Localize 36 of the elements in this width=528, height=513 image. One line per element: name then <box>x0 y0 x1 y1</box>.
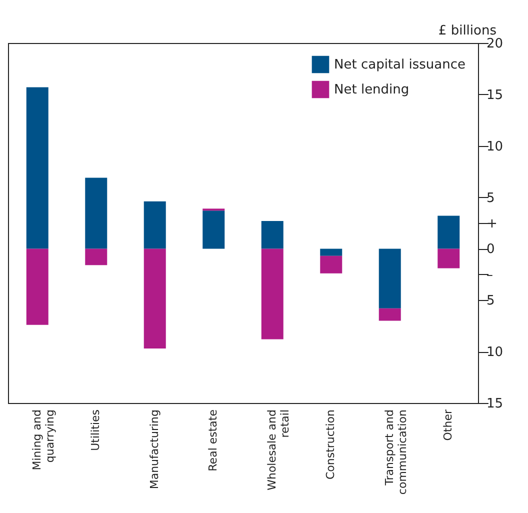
x-tick-label: Real estate <box>206 409 220 472</box>
x-tick-label: Construction <box>324 409 338 480</box>
bar <box>144 201 166 249</box>
y-axis-title: £ billions <box>438 24 497 38</box>
y-tick-label: 10 <box>486 345 504 360</box>
bar <box>378 248 401 308</box>
y-tick-label: 5 <box>486 190 495 206</box>
y-tick-label: 15 <box>486 396 504 412</box>
bar <box>202 210 225 249</box>
bar <box>261 220 284 249</box>
bar <box>320 256 342 274</box>
y-tick-label: 5 <box>486 294 495 309</box>
y-tick-label: 20 <box>486 36 504 52</box>
y-tick-label: – <box>486 268 493 283</box>
bar <box>320 248 342 256</box>
x-tick-label: Transport and communication <box>382 409 409 495</box>
bar <box>26 248 48 325</box>
y-tick-label: 15 <box>486 88 504 103</box>
x-tick-label: Utilities <box>89 409 102 451</box>
y-tick-label: + <box>486 216 498 232</box>
legend-label: Net capital issuance <box>334 58 466 72</box>
x-tick-label: Other <box>442 409 455 441</box>
bar <box>438 216 460 249</box>
y-tick-label: 0 <box>486 242 495 258</box>
x-tick-label: Manufacturing <box>148 410 161 490</box>
bar <box>261 248 284 340</box>
bar <box>438 248 460 268</box>
x-tick-label: Wholesale and retail <box>265 410 292 490</box>
bar <box>144 248 166 348</box>
x-tick-label: Mining and quarrying <box>30 410 56 470</box>
legend-label: Net lending <box>334 82 410 98</box>
y-tick-label: 10 <box>486 139 504 154</box>
bar <box>26 87 48 249</box>
bar <box>85 178 108 249</box>
bar <box>378 308 401 321</box>
bar <box>85 248 108 266</box>
